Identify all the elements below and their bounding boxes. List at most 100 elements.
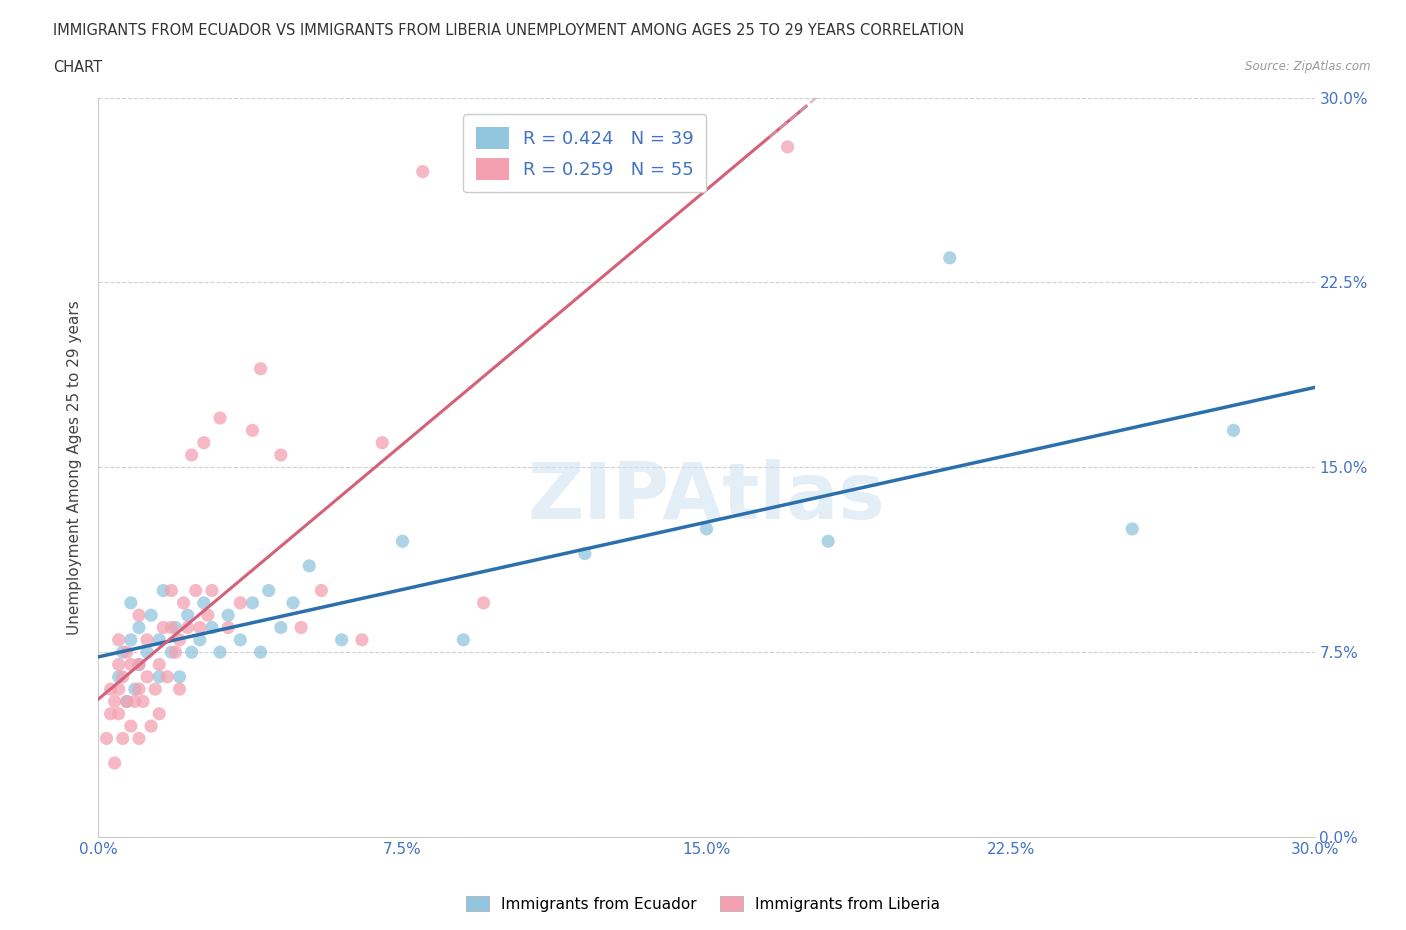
Point [197,608,219,623]
Point [229,632,252,647]
Point [817,534,839,549]
Point [128,608,150,623]
Point [188,632,211,647]
Point [107,670,129,684]
Point [242,595,264,610]
Point [115,694,138,709]
Point [104,694,127,709]
Point [184,583,207,598]
Text: CHART: CHART [53,60,103,75]
Point [160,583,183,598]
Point [136,670,159,684]
Point [176,620,198,635]
Point [217,620,239,635]
Point [242,423,264,438]
Point [217,608,239,623]
Point [776,140,799,154]
Point [1222,423,1244,438]
Point [107,707,129,722]
Point [193,435,215,450]
Point [120,595,142,610]
Point [148,707,170,722]
Point [249,361,271,376]
Point [148,657,170,671]
Point [169,670,191,684]
Legend: Immigrants from Ecuador, Immigrants from Liberia: Immigrants from Ecuador, Immigrants from… [460,889,946,918]
Point [128,657,150,671]
Point [165,620,187,635]
Point [148,670,170,684]
Point [574,546,596,561]
Point [201,583,224,598]
Point [169,682,191,697]
Point [193,595,215,610]
Point [229,595,252,610]
Point [180,644,202,659]
Point [472,595,495,610]
Point [173,595,195,610]
Point [128,620,150,635]
Point [290,620,312,635]
Point [100,682,122,697]
Point [160,644,183,659]
Point [696,522,718,537]
Point [939,250,962,265]
Point [111,670,134,684]
Point [350,632,373,647]
Point [120,719,142,734]
Point [115,644,138,659]
Point [270,447,292,462]
Point [257,583,280,598]
Point [180,447,202,462]
Text: ZIPAtlas: ZIPAtlas [527,458,886,535]
Point [281,595,304,610]
Point [152,620,174,635]
Text: Source: ZipAtlas.com: Source: ZipAtlas.com [1246,60,1371,73]
Point [111,731,134,746]
Point [139,608,162,623]
Point [165,644,187,659]
Text: IMMIGRANTS FROM ECUADOR VS IMMIGRANTS FROM LIBERIA UNEMPLOYMENT AMONG AGES 25 TO: IMMIGRANTS FROM ECUADOR VS IMMIGRANTS FR… [53,23,965,38]
Point [128,682,150,697]
Point [156,670,179,684]
Point [107,682,129,697]
Point [124,694,146,709]
Point [104,755,127,770]
Point [128,731,150,746]
Point [107,657,129,671]
Point [111,644,134,659]
Point [143,682,166,697]
Point [311,583,333,598]
Point [188,620,211,635]
Point [169,632,191,647]
Point [128,657,150,671]
Point [120,657,142,671]
Point [120,632,142,647]
Point [391,534,413,549]
Point [249,644,271,659]
Point [136,632,159,647]
Point [115,694,138,709]
Point [371,435,394,450]
Point [453,632,475,647]
Point [298,558,321,573]
Legend: R = 0.424   N = 39, R = 0.259   N = 55: R = 0.424 N = 39, R = 0.259 N = 55 [464,114,706,193]
Point [270,620,292,635]
Point [148,632,170,647]
Point [330,632,353,647]
Point [96,731,118,746]
Point [209,644,232,659]
Point [100,707,122,722]
Point [176,608,198,623]
Point [412,164,434,179]
Point [209,411,232,426]
Point [152,583,174,598]
Point [160,620,183,635]
Point [107,632,129,647]
Point [1121,522,1143,537]
Point [136,644,159,659]
Y-axis label: Unemployment Among Ages 25 to 29 years: Unemployment Among Ages 25 to 29 years [67,300,83,634]
Point [139,719,162,734]
Point [201,620,224,635]
Point [132,694,155,709]
